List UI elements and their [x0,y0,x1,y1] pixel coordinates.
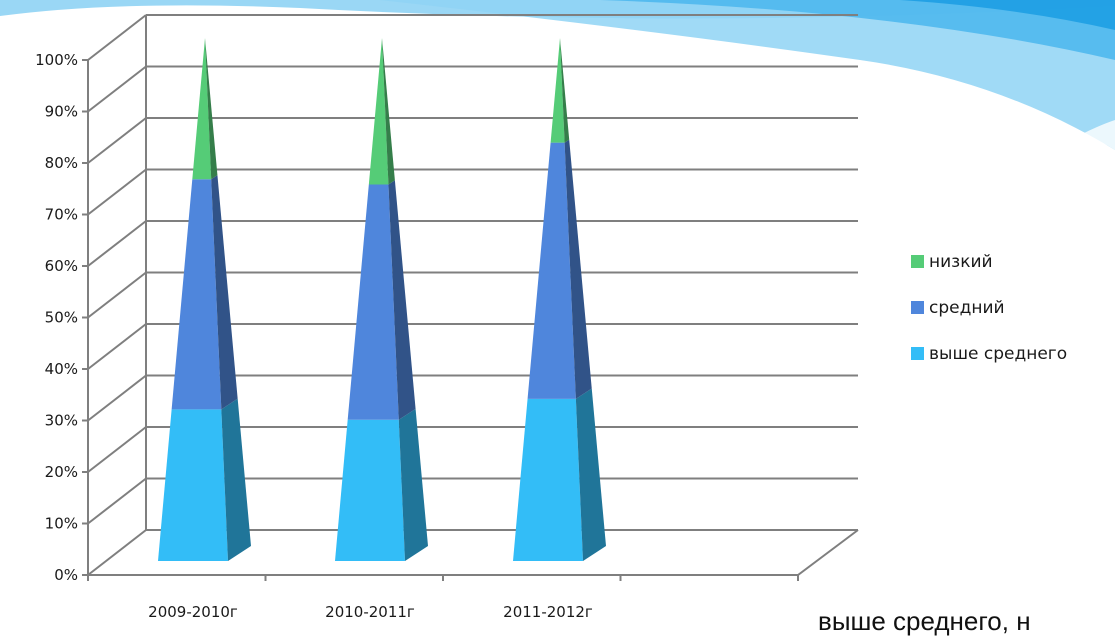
chart-legend: низкий средний выше среднего [911,252,1067,364]
y-tick-label: 10% [45,515,78,533]
bar-side-face [398,408,428,561]
x-category-label: 2010-2011г [325,603,415,621]
bar-side-face [560,38,570,143]
bar-front-face [513,398,583,561]
bar-segment-выше-среднего [513,388,606,561]
bar-front-face [550,38,565,143]
bar-front-face [192,38,212,180]
y-tick-label: 0% [54,566,78,584]
bar-segment-низкий [368,38,395,185]
x-category-label: 2009-2010г [148,603,238,621]
legend-label: выше среднего [929,344,1067,364]
decor-wave [1080,120,1115,150]
decor-wave [380,0,1115,150]
bar-front-face [335,419,405,561]
y-tick-label: 50% [45,309,78,327]
y-tick-label: 70% [45,206,78,224]
gridline-diagonal [87,220,147,267]
bar-front-face [368,38,389,185]
gridline-diagonal [87,168,147,216]
y-tick-label: 90% [45,103,78,121]
bar-front-face [347,184,399,420]
legend-swatch [911,347,924,360]
gridline-diagonal [87,14,147,61]
bar-side-face [382,38,395,185]
bar-segment-выше-среднего [158,398,251,561]
bar-front-face [171,179,222,410]
chart-bars [158,38,606,561]
bar-front-face [527,142,576,399]
bar-segment-низкий [550,38,570,143]
gridline-diagonal [87,477,147,525]
chart-gridlines [87,14,859,576]
bar-front-face [158,409,228,561]
gridline-diagonal [87,529,147,576]
y-tick-label: 100% [35,51,78,69]
bar-segment-средний [347,180,416,420]
bar-side-face [575,388,606,561]
slide-caption-text: выше среднего, н [818,606,1031,636]
bar-segment-выше-среднего [335,408,428,561]
chart-axes: 0% 10% 20% 30% 40% 50% 60% 70% 80% 90% 100% 2009-20… [35,51,799,621]
bar-side-face [388,180,416,420]
gridline-diagonal [87,65,147,113]
bar-side-face [211,175,238,410]
decor-wave [600,0,1115,60]
bar-segment-средний [171,175,238,410]
bar-side-face [221,398,251,561]
legend-swatch [911,255,924,268]
y-tick-label: 60% [45,257,78,275]
gridline-diagonal [87,271,147,319]
legend-label: средний [929,298,1005,318]
bar-segment-средний [527,139,592,399]
gridline-diagonal [87,117,147,164]
y-tick-label: 40% [45,360,78,378]
legend-label: низкий [929,252,993,272]
x-category-label: 2011-2012г [503,603,593,621]
bar-segment-низкий [192,38,218,180]
gridline-diagonal [87,374,147,422]
gridline-diagonal [87,426,147,473]
y-tick-label: 30% [45,412,78,430]
bar-side-face [564,139,592,399]
y-tick-label: 80% [45,154,78,172]
decorative-header-waves [0,0,1115,150]
legend-swatch [911,301,924,314]
gridline-diagonal [87,323,147,370]
y-tick-label: 20% [45,463,78,481]
decor-wave [900,0,1115,30]
bar-side-face [205,38,218,180]
